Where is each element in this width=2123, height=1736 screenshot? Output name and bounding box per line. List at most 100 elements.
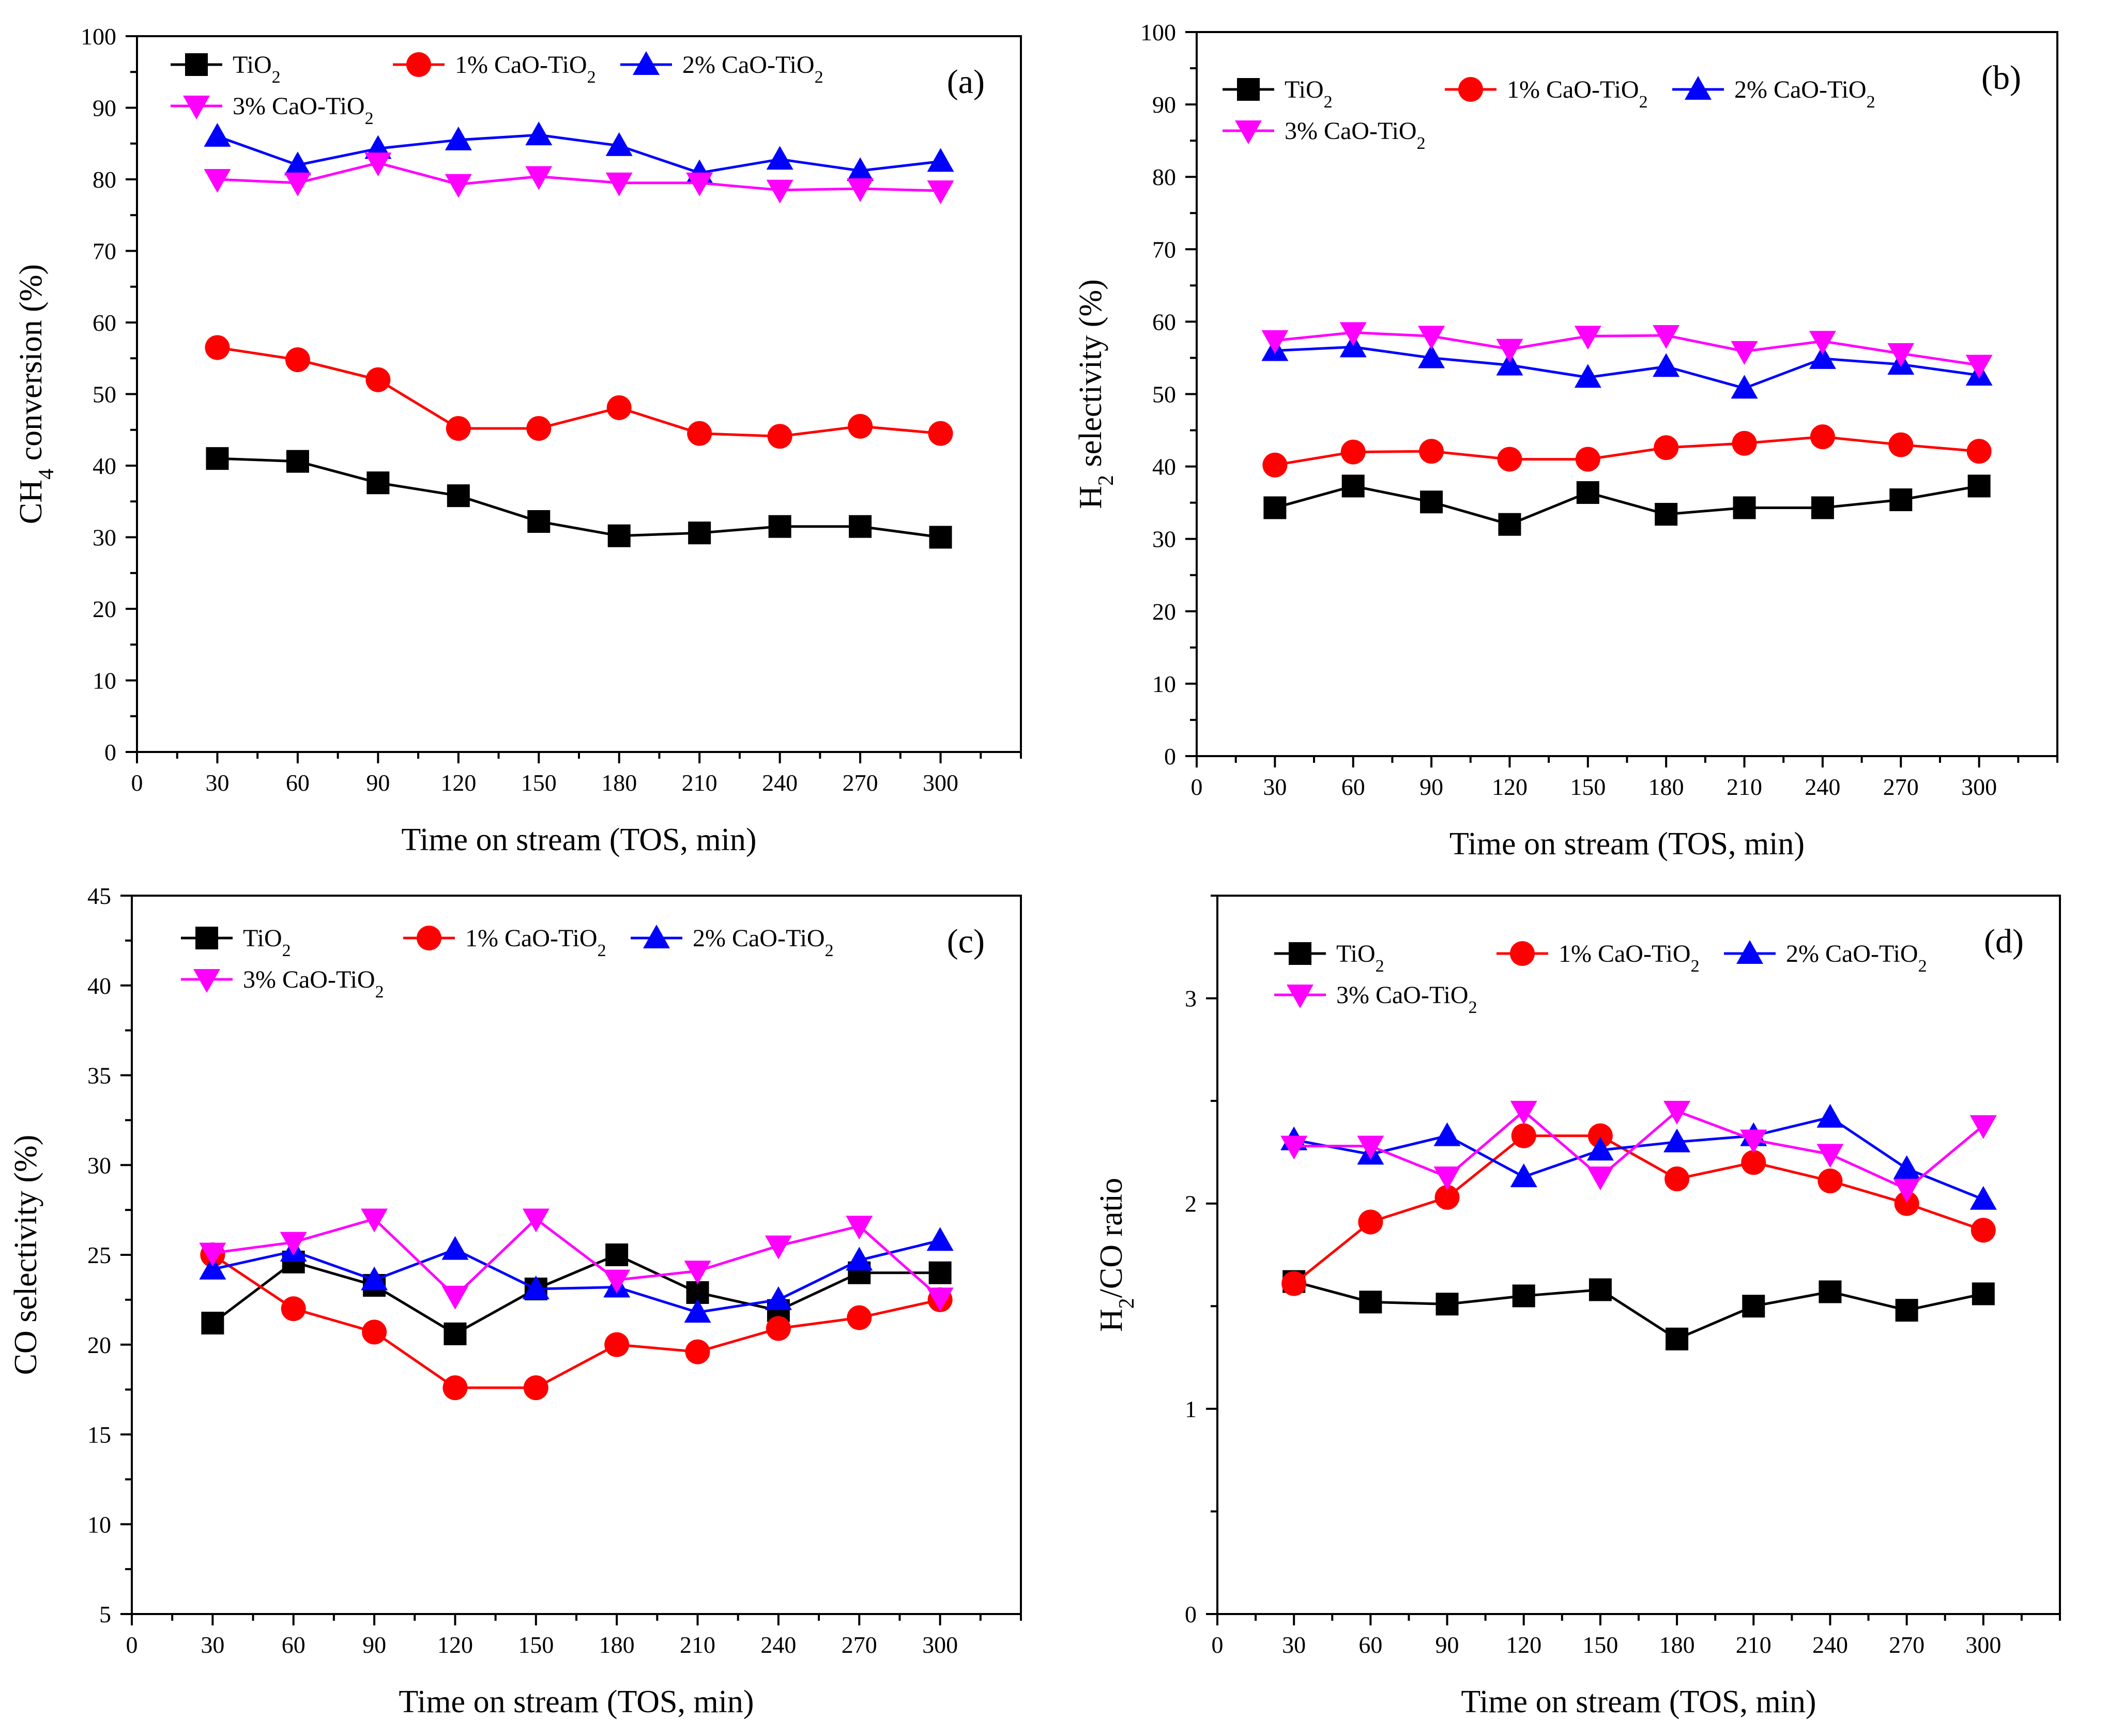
- data-point: [1357, 1135, 1384, 1160]
- data-point: [1816, 1144, 1844, 1168]
- data-point: [604, 1332, 630, 1357]
- legend-item: 2% CaO-TiO2: [620, 51, 823, 87]
- series-line: [1293, 1134, 1984, 1285]
- x-tick-label: 120: [437, 1632, 473, 1658]
- legend-label: 2% CaO-TiO2: [682, 51, 823, 87]
- data-point: [928, 1261, 952, 1284]
- series-2: [1281, 1123, 1996, 1296]
- data-point: [1731, 341, 1758, 365]
- y-axis-title-rest: selectivity (%): [1073, 279, 1108, 475]
- legend-label-subscript: 2: [1376, 957, 1384, 976]
- data-point: [281, 1296, 306, 1322]
- x-tick-label: 90: [366, 770, 390, 796]
- x-tick-label: 0: [1191, 774, 1203, 800]
- data-point: [847, 1305, 872, 1330]
- x-tick-label: 150: [1582, 1632, 1618, 1658]
- x-tick-label: 30: [201, 1632, 224, 1658]
- legend-label-subscript: 2: [1417, 134, 1426, 153]
- y-tick-label: 0: [1164, 743, 1176, 770]
- y-tick-label: 30: [93, 525, 116, 551]
- x-tick-label: 150: [1570, 774, 1606, 800]
- legend-item: 2% CaO-TiO2: [1724, 940, 1927, 976]
- data-point: [1262, 452, 1288, 478]
- x-tick-label: 210: [1736, 1632, 1771, 1658]
- series-line: [212, 1217, 941, 1299]
- y-tick-label: 50: [93, 381, 116, 408]
- data-point: [366, 471, 390, 495]
- y-tick-label: 3: [1185, 986, 1197, 1012]
- y-tick-label: 35: [87, 1063, 111, 1089]
- data-point: [1732, 431, 1757, 456]
- legend-marker: [633, 51, 660, 75]
- legend-marker: [1237, 78, 1260, 101]
- y-axis-title-main: CO selectivity (%): [8, 1135, 43, 1375]
- legend-item: 1% CaO-TiO2: [1496, 940, 1700, 976]
- x-tick-label: 90: [1435, 1632, 1459, 1658]
- data-point: [525, 166, 553, 190]
- chart-panel-d: 0 30 60 90 120 150 180 210 240 270 300 0 1 2 3 Time on …: [1094, 895, 2061, 1719]
- legend-marker: [183, 96, 210, 119]
- legend-marker: [1287, 985, 1313, 1008]
- data-point: [1263, 496, 1287, 519]
- legend-marker: [1510, 941, 1535, 966]
- data-point: [523, 1375, 548, 1401]
- data-point: [1575, 447, 1600, 472]
- legend-label: 3% CaO-TiO2: [233, 93, 374, 128]
- legend-label: 1% CaO-TiO2: [465, 925, 606, 960]
- y-axis-title-subscript: 2: [1094, 475, 1118, 486]
- x-tick-label: 150: [521, 770, 557, 796]
- data-point: [927, 180, 954, 205]
- legend-marker: [1289, 942, 1311, 965]
- data-point: [766, 1316, 791, 1341]
- data-point: [847, 157, 874, 181]
- chart-panel-a: 0 30 60 90 120 150 180 210 240 270 300010203040506…: [13, 23, 1022, 857]
- legend-label-main: 1% CaO-TiO: [1507, 76, 1639, 103]
- series-4: [199, 1208, 954, 1312]
- x-tick-label: 120: [440, 770, 476, 796]
- y-tick-label: 70: [1152, 236, 1176, 263]
- series-line: [217, 161, 941, 192]
- y-axis-title: H2/CO ratio: [1094, 1178, 1139, 1332]
- series-line: [217, 346, 941, 438]
- y-tick-label: 60: [93, 310, 116, 336]
- series-line: [1293, 1116, 1984, 1201]
- series-1: [1263, 474, 1991, 536]
- data-point: [847, 178, 874, 203]
- series-line: [1275, 345, 1979, 390]
- data-point: [684, 1299, 711, 1323]
- data-point: [1889, 488, 1913, 512]
- data-point: [447, 484, 470, 508]
- data-point: [1809, 345, 1836, 369]
- data-point: [284, 151, 311, 176]
- data-point: [605, 1243, 629, 1266]
- data-point: [687, 421, 712, 446]
- data-point: [1510, 1163, 1537, 1188]
- data-point: [1811, 496, 1834, 519]
- series-line: [1274, 435, 1979, 467]
- data-point: [767, 424, 792, 449]
- legend-label-main: 1% CaO-TiO: [455, 51, 587, 79]
- legend-label: 2% CaO-TiO2: [1734, 76, 1875, 112]
- legend-label-subscript: 2: [825, 941, 834, 960]
- legend-marker: [406, 52, 431, 77]
- data-point: [1893, 1178, 1920, 1203]
- data-point: [1433, 1166, 1461, 1191]
- legend-item: 3% CaO-TiO2: [1223, 117, 1426, 153]
- series-4: [204, 152, 954, 205]
- x-tick-label: 240: [760, 1632, 796, 1658]
- legend-label-main: 1% CaO-TiO: [1559, 940, 1691, 967]
- x-tick-label: 240: [762, 770, 798, 796]
- legend-marker: [195, 927, 218, 949]
- x-tick-label: 270: [842, 1632, 877, 1658]
- legend-label-subscript: 2: [598, 941, 606, 960]
- x-tick-label: 210: [680, 1632, 715, 1658]
- y-tick-label: 40: [1152, 454, 1176, 480]
- x-tick-label: 210: [682, 770, 717, 796]
- x-tick-label: 180: [1648, 774, 1684, 800]
- y-tick-label: 40: [87, 973, 111, 999]
- legend-marker: [643, 925, 670, 948]
- legend-item: 3% CaO-TiO2: [181, 966, 384, 1002]
